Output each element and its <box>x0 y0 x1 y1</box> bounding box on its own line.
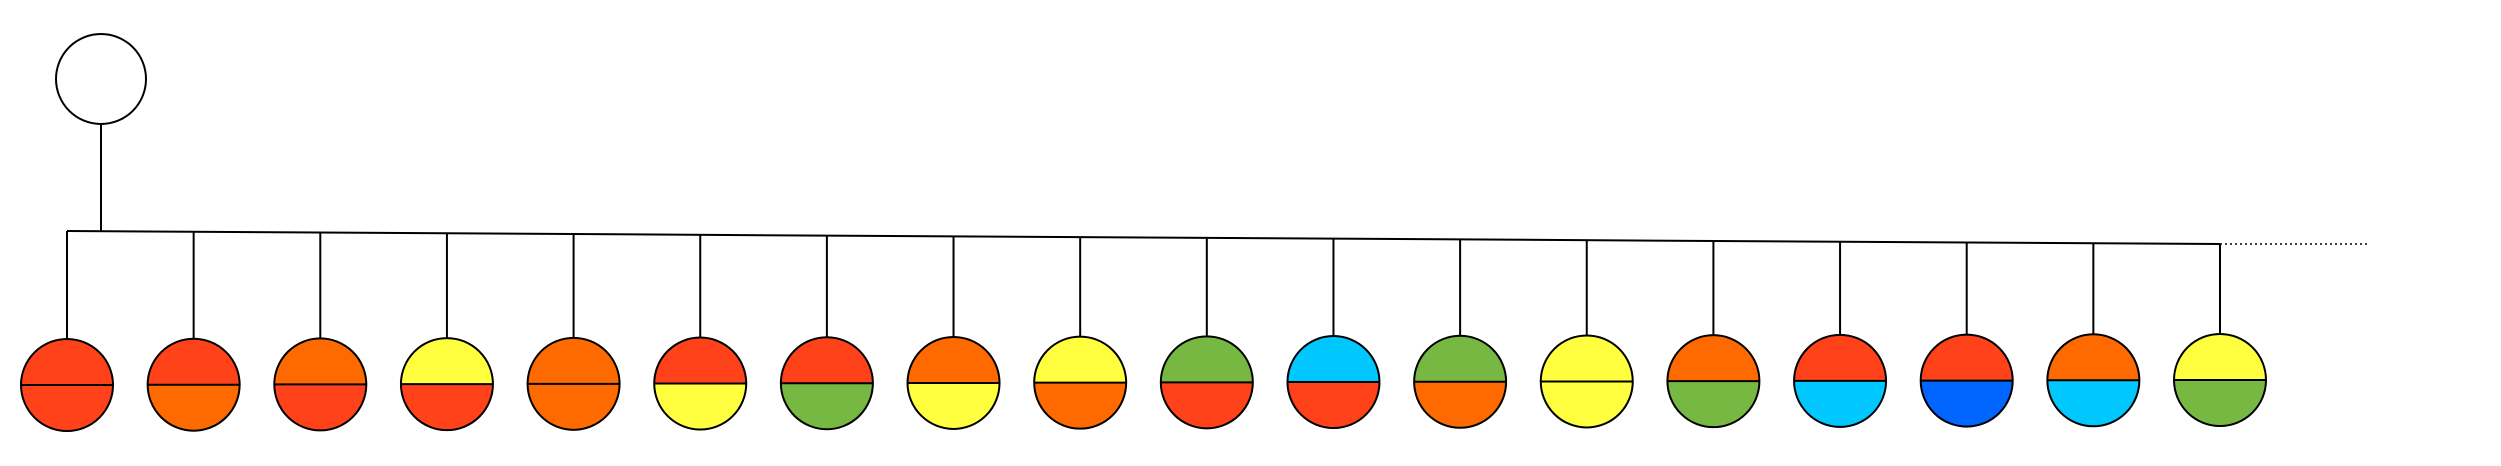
node-top-half <box>1667 335 1760 382</box>
child-node <box>906 335 1001 430</box>
node-bottom-half <box>400 384 493 431</box>
child-node <box>1413 334 1508 429</box>
node-outline <box>1666 334 1761 429</box>
child-node <box>1666 334 1761 429</box>
root-node <box>55 33 147 125</box>
child-node <box>1286 335 1381 430</box>
node-bottom-half <box>2047 380 2140 427</box>
node-top-half <box>527 337 620 384</box>
node-bottom-half <box>527 383 620 430</box>
node-outline <box>2173 333 2267 427</box>
node-top-half <box>1540 335 1633 382</box>
node-top-half <box>147 338 240 385</box>
node-top-half <box>274 338 367 385</box>
node-top-half <box>2047 334 2140 381</box>
node-outline <box>273 337 368 432</box>
child-node <box>2173 333 2267 427</box>
node-outline <box>1033 335 1128 430</box>
child-node <box>2046 333 2141 428</box>
node-outline <box>1286 335 1381 430</box>
child-node <box>779 336 874 431</box>
node-top-half <box>400 338 493 385</box>
child-node <box>1539 334 1634 429</box>
node-top-half <box>1160 336 1253 383</box>
node-top-half <box>2174 334 2266 380</box>
node-top-half <box>654 337 747 384</box>
node-top-half <box>1920 334 2013 381</box>
child-node <box>399 337 494 432</box>
child-node <box>653 336 748 431</box>
node-bottom-half <box>1160 382 1253 429</box>
node-top-half <box>1034 336 1127 383</box>
node-top-half <box>21 339 113 385</box>
child-node <box>1919 333 2014 428</box>
node-top-half <box>1287 336 1380 383</box>
child-node <box>1793 333 1888 428</box>
node-bottom-half <box>1540 381 1633 428</box>
node-top-half <box>780 337 873 384</box>
bus-line <box>66 230 2221 245</box>
node-outline <box>20 338 114 432</box>
child-node <box>20 338 114 432</box>
node-top-half <box>1414 335 1507 382</box>
node-outline <box>146 337 241 432</box>
node-bottom-half <box>1920 380 2013 427</box>
node-bottom-half <box>2174 380 2266 426</box>
node-outline <box>906 335 1001 430</box>
node-outline <box>1793 333 1888 428</box>
node-outline <box>1539 334 1634 429</box>
child-node <box>1159 335 1254 430</box>
node-outline <box>1413 334 1508 429</box>
node-bottom-half <box>21 385 113 431</box>
node-bottom-half <box>654 383 747 430</box>
node-bottom-half <box>1034 382 1127 429</box>
node-bottom-half <box>1794 380 1887 427</box>
child-node <box>273 337 368 432</box>
node-outline <box>653 336 748 431</box>
node-bottom-half <box>1414 381 1507 428</box>
node-bottom-half <box>1287 382 1380 429</box>
node-top-half <box>907 336 1000 383</box>
node-outline <box>1919 333 2014 428</box>
child-node <box>146 337 241 432</box>
node-bottom-half <box>1667 381 1760 428</box>
node-bottom-half <box>780 383 873 430</box>
child-node <box>526 336 621 431</box>
node-bottom-half <box>907 382 1000 429</box>
node-outline <box>526 336 621 431</box>
node-outline <box>399 337 494 432</box>
node-outline <box>2046 333 2141 428</box>
child-node <box>1033 335 1128 430</box>
node-outline <box>779 336 874 431</box>
node-top-half <box>1794 334 1887 381</box>
node-outline <box>1159 335 1254 430</box>
node-bottom-half <box>274 384 367 431</box>
node-bottom-half <box>147 384 240 431</box>
